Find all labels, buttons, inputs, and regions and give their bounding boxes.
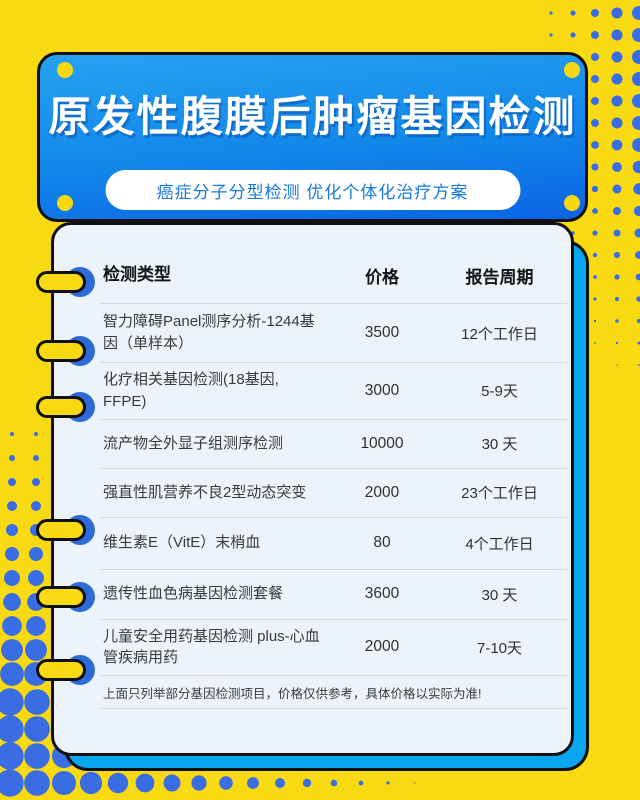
column-header-type: 检测类型: [103, 264, 171, 284]
table-row: 智力障碍Panel测序分析-1244基因（单样本） 3500 12个工作日: [100, 304, 567, 363]
table-body: 智力障碍Panel测序分析-1244基因（单样本） 3500 12个工作日化疗相关基…: [54, 304, 571, 676]
corner-pin-icon: [57, 62, 73, 78]
subtitle-pill: 癌症分子分型检测 优化个体化治疗方案: [105, 170, 520, 210]
test-price: 3000: [364, 381, 400, 399]
table-row: 维生素E（VitE）末梢血 80 4个工作日: [100, 518, 567, 570]
test-price: 10000: [360, 434, 404, 452]
ring-pin: [36, 396, 86, 418]
ring-pin: [36, 659, 86, 681]
corner-pin-icon: [564, 195, 580, 211]
corner-pin-icon: [564, 62, 580, 78]
test-period: 30 天: [481, 586, 518, 604]
test-period: 30 天: [481, 436, 518, 453]
test-name: 智力障碍Panel测序分析-1244基因（单样本）: [103, 313, 315, 352]
test-period: 7-10天: [476, 639, 523, 657]
corner-pin-icon: [57, 195, 73, 211]
table-row: 儿童安全用药基因检测 plus-心血管疾病用药 2000 7-10天: [100, 620, 567, 676]
footer-note: 上面只列举部分基因检测项目，价格仅供参考，具体价格以实际为准!: [103, 686, 482, 701]
test-price: 3500: [364, 324, 400, 341]
table-row: 流产物全外显子组测序检测 10000 30 天: [100, 420, 567, 469]
table-header-row: 检测类型 价格 报告周期: [100, 247, 567, 304]
ring-pin: [36, 340, 86, 362]
column-header-price: 价格: [365, 267, 399, 287]
test-period: 4个工作日: [465, 535, 534, 553]
test-name: 流产物全外显子组测序检测: [103, 434, 284, 452]
test-period: 5-9天: [481, 383, 518, 401]
test-price: 2000: [364, 638, 400, 656]
test-name: 化疗相关基因检测(18基因, FFPE): [103, 371, 279, 410]
test-name: 遗传性血色病基因检测套餐: [103, 585, 284, 603]
test-name: 强直性肌营养不良2型动态突变: [103, 483, 307, 501]
test-name: 维生素E（VitE）末梢血: [103, 534, 261, 552]
subtitle-text: 癌症分子分型检测 优化个体化治疗方案: [156, 182, 469, 202]
ring-pin: [36, 586, 86, 608]
test-price: 3600: [364, 585, 400, 602]
column-header-period: 报告周期: [465, 267, 534, 287]
footer-note-row: 上面只列举部分基因检测项目，价格仅供参考，具体价格以实际为准!: [100, 676, 567, 709]
table-row: 强直性肌营养不良2型动态突变 2000 23个工作日: [100, 469, 567, 518]
test-price: 2000: [364, 483, 400, 501]
test-period: 23个工作日: [461, 485, 538, 502]
test-name: 儿童安全用药基因检测 plus-心血管疾病用药: [103, 627, 320, 667]
ring-pin: [36, 271, 86, 293]
header-card: 原发性腹膜后肿瘤基因检测 癌症分子分型检测 优化个体化治疗方案: [37, 52, 588, 222]
test-price: 80: [373, 534, 391, 551]
table-row: 遗传性血色病基因检测套餐 3600 30 天: [100, 570, 567, 620]
page-title: 原发性腹膜后肿瘤基因检测: [48, 93, 577, 140]
table-row: 化疗相关基因检测(18基因, FFPE) 3000 5-9天: [100, 363, 567, 420]
price-card: 检测类型 价格 报告周期 智力障碍Panel测序分析-1244基因（单样本） 35…: [51, 222, 574, 756]
ring-pin: [36, 519, 86, 541]
test-period: 12个工作日: [461, 325, 538, 343]
